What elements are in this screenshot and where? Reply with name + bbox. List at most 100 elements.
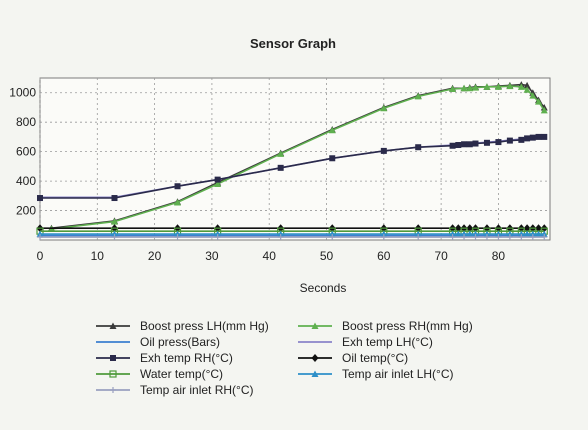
data-point [506,234,513,241]
data-point [472,84,480,91]
data-point [529,234,536,241]
data-point [535,133,542,140]
x-tick-label: 10 [91,249,105,263]
series-2 [47,82,548,232]
legend-marker [110,387,116,393]
x-tick-label: 70 [434,249,448,263]
legend-item: Temp air inlet LH(°C) [298,367,454,381]
data-point [111,234,118,241]
legend-item: Water temp(°C) [96,367,223,381]
data-point [329,234,336,241]
data-point [449,234,456,241]
data-point [461,141,468,148]
legend-item: Boost press LH(mm Hg) [96,319,269,333]
legend-item: Oil temp(°C) [298,351,408,365]
x-tick-label: 20 [148,249,162,263]
y-tick-label: 400 [16,174,36,188]
data-point [415,234,422,241]
legend-marker [110,355,116,361]
y-tick-label: 600 [16,145,36,159]
legend-marker [311,370,319,377]
data-point [455,142,462,149]
series-9 [37,234,548,241]
x-tick-label: 0 [37,249,44,263]
data-point [214,234,221,241]
data-point [174,234,181,241]
data-point [483,139,490,146]
data-point [495,234,502,241]
data-point [380,234,387,241]
data-point [523,86,531,93]
data-point [466,230,474,238]
data-point [483,230,491,238]
legend-label: Boost press RH(mm Hg) [342,319,473,333]
data-point [460,230,468,238]
legend-label: Oil temp(°C) [342,351,408,365]
data-point [328,126,336,134]
data-point [414,92,422,100]
y-tick-label: 800 [16,115,36,129]
data-point [472,230,480,238]
data-point [540,106,548,114]
data-point [518,234,525,241]
data-point [529,92,537,99]
data-point [518,136,525,143]
x-axis-label: Seconds [300,281,347,295]
data-point [535,98,543,105]
data-point [277,234,284,241]
data-point [506,230,514,238]
data-point [329,155,336,162]
chart-legend: Boost press LH(mm Hg) Boost press RH(mm H… [96,319,473,397]
data-point [415,144,422,151]
data-point [454,224,462,233]
data-point [454,230,462,238]
data-point [460,84,468,92]
data-point [535,230,543,238]
data-point [529,134,536,141]
legend-marker [311,322,319,329]
data-point [466,84,474,92]
chart-title: Sensor Graph [250,36,336,51]
data-point [494,230,502,238]
x-tick-label: 50 [320,249,334,263]
y-tick-label: 1000 [9,86,36,100]
legend-label: Temp air inlet LH(°C) [342,367,454,381]
legend-item: Exh temp LH(°C) [298,335,433,349]
legend-label: Water temp(°C) [140,367,223,381]
x-axis-ticks: 0 10 20 30 40 50 60 70 80 [37,249,506,263]
data-point [214,176,221,183]
data-point [540,230,548,238]
legend-label: Exh temp RH(°C) [140,351,233,365]
series-5 [37,133,548,202]
data-point [494,83,502,90]
x-tick-label: 40 [263,249,277,263]
data-point [517,230,525,238]
data-point [111,195,118,202]
data-point [174,230,182,238]
y-tick-label: 200 [16,204,36,218]
legend-item: Temp air inlet RH(°C) [96,383,253,397]
data-point [535,224,543,233]
legend-label: Temp air inlet RH(°C) [140,383,253,397]
data-point [414,230,422,238]
data-point [517,83,525,90]
data-point [277,230,285,238]
data-point [461,234,468,241]
data-point [483,83,491,90]
data-point [506,82,514,90]
data-point [110,230,118,238]
x-tick-label: 60 [377,249,391,263]
data-point [495,139,502,146]
data-point [36,230,44,238]
legend-label: Boost press LH(mm Hg) [140,319,269,333]
data-point [380,147,387,154]
data-point [277,150,285,157]
data-point [466,224,474,233]
data-point [380,230,388,238]
x-tick-label: 30 [205,249,219,263]
legend-item: Oil press(Bars) [96,335,220,349]
data-point [506,137,513,144]
data-point [449,230,457,238]
data-point [541,133,548,140]
